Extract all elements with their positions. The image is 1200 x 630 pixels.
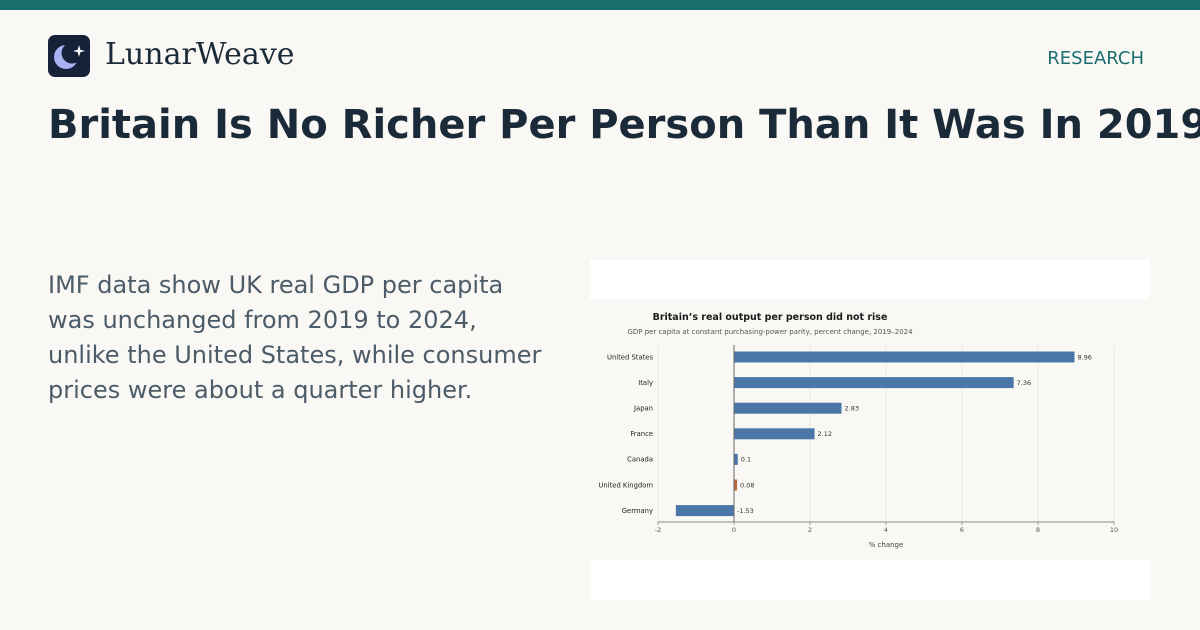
value-label: 8.96 <box>1077 353 1091 361</box>
value-label: 2.12 <box>818 430 832 438</box>
value-label: 0.1 <box>741 456 751 464</box>
category-label: France <box>630 430 653 438</box>
x-tick-label: 0 <box>732 526 736 534</box>
bar <box>734 479 738 491</box>
top-accent-bar <box>0 0 1200 10</box>
moon-logo-icon <box>48 35 90 77</box>
value-label: -1.53 <box>737 507 754 515</box>
gridlines <box>657 345 1115 522</box>
section-label[interactable]: RESEARCH <box>1047 48 1144 69</box>
category-label: Canada <box>627 456 653 464</box>
moon-glyph <box>54 42 85 69</box>
x-tick-label: 4 <box>884 526 888 534</box>
x-tick-label: 8 <box>1036 526 1040 534</box>
value-label: 2.83 <box>845 405 859 413</box>
x-tick-label: 2 <box>808 526 812 534</box>
chart-panel: Britain’s real output per person did not… <box>590 299 1150 560</box>
axes <box>657 345 1115 525</box>
bar <box>734 428 815 440</box>
x-tick-label: -2 <box>655 526 661 534</box>
brand-name[interactable]: LunarWeave <box>105 37 295 72</box>
value-label: 7.36 <box>1017 379 1031 387</box>
value-label: 0.08 <box>740 481 754 489</box>
bar <box>734 402 842 414</box>
chart-title: Britain’s real output per person did not… <box>653 312 888 323</box>
bars <box>675 351 1075 517</box>
summary-text: IMF data show UK real GDP per capita was… <box>48 271 542 404</box>
bar <box>734 453 738 465</box>
bar <box>734 377 1014 389</box>
chart-card: Britain’s real output per person did not… <box>590 260 1150 600</box>
category-labels: United States Italy Japan France Canada Unite… <box>598 353 653 515</box>
bar-chart: Britain’s real output per person did not… <box>598 312 1118 549</box>
category-label: Italy <box>638 379 653 387</box>
bar <box>734 351 1075 363</box>
category-label: Germany <box>622 507 653 515</box>
x-tick-label: 6 <box>960 526 964 534</box>
x-tick-labels: -2 0 2 4 6 8 10 <box>655 526 1118 534</box>
category-label: United States <box>607 353 653 361</box>
x-axis-label: % change <box>869 541 904 549</box>
bar <box>675 505 734 517</box>
category-label: Japan <box>633 405 653 413</box>
value-labels: 8.96 7.36 2.83 2.12 0.1 0.08 -1.53 <box>737 353 1092 515</box>
x-tick-label: 10 <box>1110 526 1118 534</box>
chart-subtitle: GDP per capita at constant purchasing-po… <box>627 328 913 336</box>
category-label: United Kingdom <box>598 481 653 489</box>
headline: Britain Is No Richer Per Person Than It … <box>48 102 1200 148</box>
